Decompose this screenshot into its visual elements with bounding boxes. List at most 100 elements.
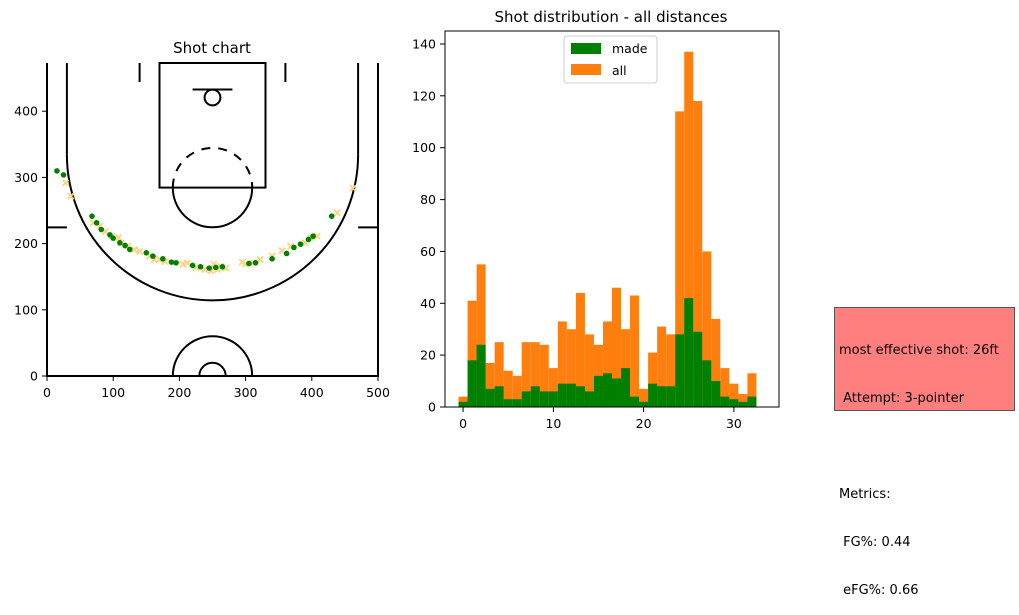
y-tick-label: 200 (14, 236, 38, 251)
made-shot-marker (150, 253, 156, 259)
made-bar (711, 381, 721, 407)
all-bar (648, 352, 658, 407)
center-circle-inner (198, 361, 227, 377)
info-line: most effective shot: 26ft (839, 343, 999, 358)
all-bar (657, 326, 667, 407)
figure: Shot chart 0 100 200 300 (14, 8, 780, 431)
made-bar (648, 383, 658, 407)
missed-shot-marker (67, 192, 75, 200)
three-point-arc (65, 154, 360, 302)
made-shot-marker (98, 226, 105, 233)
y-tick-label: 100 (412, 140, 436, 155)
x-tick-label: 10 (545, 416, 561, 431)
missed-shot-marker (333, 209, 341, 217)
made-bar (720, 396, 730, 407)
y-tick-label: 400 (14, 104, 38, 119)
rim (203, 88, 222, 107)
made-bar (693, 331, 703, 407)
made-shot-marker (122, 242, 128, 249)
missed-shot-marker (183, 259, 191, 267)
made-shot-marker (117, 240, 123, 246)
all-bars (458, 51, 757, 408)
made-shot-marker (252, 259, 259, 266)
all-bar (630, 295, 640, 407)
free-throw-circle-top (171, 146, 254, 188)
made-bar (458, 401, 468, 407)
all-bar (693, 101, 703, 407)
info-box: most effective shot: 26ft Attempt: 3-poi… (834, 307, 1015, 598)
all-bar (711, 318, 721, 407)
all-bar (557, 321, 567, 407)
made-bar (747, 396, 757, 407)
made-bar (467, 360, 477, 407)
missed-shot-marker (61, 179, 70, 187)
made-shot-marker (89, 213, 95, 219)
made-shot-marker (206, 265, 212, 271)
made-shot-marker (160, 255, 166, 262)
made-shot-marker (93, 220, 100, 226)
made-bar (657, 386, 667, 407)
all-bar (503, 370, 513, 407)
made-bar (593, 375, 603, 407)
y-tick-label: 300 (14, 170, 38, 185)
histogram-frame (444, 30, 780, 408)
made-shot-marker (197, 263, 204, 270)
histogram: Shot distribution - all distances 0 10 2… (412, 8, 780, 431)
made-bar (566, 383, 576, 407)
made-shot-marker (246, 260, 252, 267)
all-bar (575, 292, 585, 407)
made-shot-marker (291, 244, 297, 251)
made-shot-marker (283, 250, 290, 257)
made-shot-marker (297, 241, 304, 247)
legend-label-made: made (612, 41, 648, 56)
x-tick-label: 30 (726, 416, 742, 431)
missed-shot-marker (136, 247, 144, 256)
made-shot-marker (126, 246, 133, 253)
all-bar (729, 383, 739, 407)
legend: made all (563, 35, 658, 84)
made-bar (639, 401, 649, 407)
legend-swatch-made (571, 43, 601, 54)
made-bar (729, 399, 739, 407)
all-bar (639, 388, 649, 407)
made-shot-marker (269, 255, 275, 262)
info-line (839, 439, 1010, 455)
made-shot-marker (219, 263, 226, 270)
all-bar (485, 362, 495, 407)
made-shot-marker (143, 249, 150, 256)
x-tick-label: 500 (366, 385, 390, 400)
info-line: eFG%: 0.66 (839, 583, 919, 598)
made-bar (530, 386, 540, 407)
all-bar (476, 264, 486, 407)
shot-chart-y-axis: 0 100 200 300 400 (14, 104, 47, 384)
made-bar (548, 391, 558, 407)
made-bar (539, 391, 549, 407)
made-bar (621, 368, 631, 407)
all-bar (612, 287, 622, 407)
y-tick-label: 20 (420, 348, 436, 363)
made-bar (503, 399, 513, 407)
made-shot-marker (305, 236, 312, 243)
y-tick-label: 100 (14, 302, 38, 317)
x-tick-label: 0 (459, 416, 467, 431)
made-bar (557, 383, 567, 407)
made-shots (54, 168, 335, 271)
court-lines (46, 62, 379, 377)
made-shot-marker (328, 213, 335, 219)
all-bar (548, 368, 558, 407)
legend-swatch-all (571, 64, 601, 75)
made-shot-marker (168, 259, 175, 265)
missed-shot-marker (313, 232, 321, 240)
made-bar (738, 401, 748, 407)
missed-shot-marker (130, 245, 139, 254)
made-bar (684, 298, 694, 407)
made-shot-marker (54, 168, 60, 174)
info-line: FG%: 0.44 (839, 535, 911, 550)
made-bar (494, 386, 504, 407)
y-tick-label: 80 (420, 192, 436, 207)
all-bar (584, 334, 594, 407)
x-tick-label: 200 (167, 385, 191, 400)
made-bars (458, 298, 757, 407)
legend-label-all: all (612, 63, 627, 78)
made-shot-marker (110, 235, 116, 241)
